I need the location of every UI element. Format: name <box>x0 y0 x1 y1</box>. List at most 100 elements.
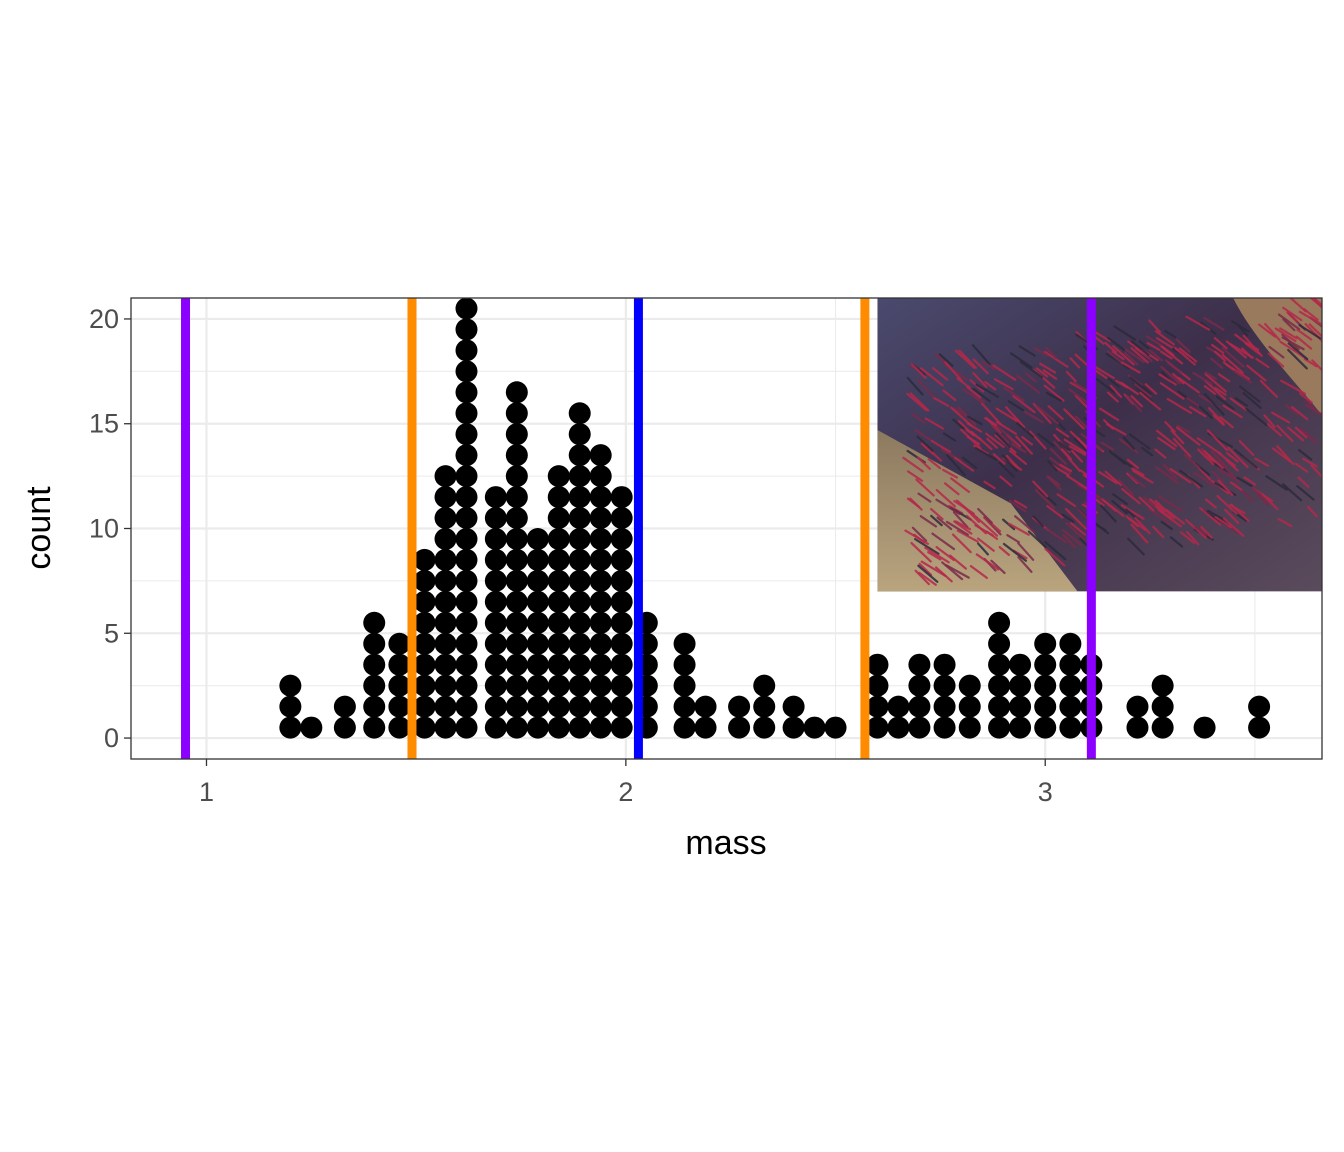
photo-fish-stroke <box>952 511 969 529</box>
photo-fish-stroke <box>949 554 968 570</box>
dot <box>908 653 931 676</box>
dot <box>484 653 507 676</box>
dot <box>484 548 507 571</box>
dot <box>526 674 549 697</box>
dot <box>568 486 591 509</box>
dot <box>1009 695 1032 718</box>
photo-fish-stroke <box>1217 468 1240 483</box>
dot <box>455 674 478 697</box>
photo-fish-stroke <box>1002 542 1027 562</box>
photo-fish-stroke <box>1229 343 1255 359</box>
photo-fish-stroke <box>1298 449 1313 461</box>
dot <box>887 695 910 718</box>
photo-fish-stroke <box>941 468 959 479</box>
photo-fish-stroke <box>1303 308 1319 321</box>
photo-fish-stroke <box>1265 475 1288 491</box>
photo-fish-stroke <box>1179 469 1203 488</box>
photo-fish-stroke <box>935 546 955 562</box>
photo-fish-stroke <box>1005 454 1020 469</box>
photo-fish-stroke <box>906 376 924 396</box>
dot <box>589 674 612 697</box>
photo-fish-stroke <box>1294 426 1308 439</box>
photo-fish-stroke <box>1225 363 1251 381</box>
photo-fish-stroke <box>1200 525 1213 539</box>
photo-fish-stroke <box>970 430 993 451</box>
salmon-photo-icon <box>877 298 1322 592</box>
dot <box>568 611 591 634</box>
photo-fish-stroke <box>1239 385 1261 403</box>
dot <box>547 716 570 739</box>
photo-fish-stroke <box>1158 373 1177 386</box>
photo-fish-stroke <box>911 526 928 542</box>
photo-fish-stroke <box>954 520 972 531</box>
photo-fish-stroke <box>920 442 935 455</box>
photo-fish-stroke <box>965 514 988 535</box>
photo-fish-stroke <box>1113 325 1137 341</box>
photo-fish-stroke <box>919 367 944 387</box>
photo-fish-stroke <box>1216 458 1237 480</box>
photo-fish-stroke <box>1237 325 1249 337</box>
dot <box>526 527 549 550</box>
photo-fish-stroke <box>975 383 999 398</box>
photo-fish-stroke <box>953 500 975 515</box>
photo-fish-stroke <box>918 571 937 586</box>
dot <box>866 695 889 718</box>
dot <box>484 716 507 739</box>
photo-fish-stroke <box>1172 372 1185 385</box>
photo-fish-stroke <box>1258 323 1277 338</box>
photo-fish-stroke <box>1296 328 1313 341</box>
photo-fish-stroke <box>1127 340 1148 356</box>
photo-fish-stroke <box>1117 479 1135 497</box>
photo-fish-stroke <box>911 413 926 424</box>
photo-fish-stroke <box>1095 378 1116 394</box>
photo-fish-stroke <box>1165 508 1186 525</box>
photo-fish-stroke <box>1179 531 1196 544</box>
photo-fish-stroke <box>1286 311 1298 323</box>
photo-fish-stroke <box>981 402 1002 425</box>
dot <box>610 548 633 571</box>
dot <box>933 716 956 739</box>
dot <box>413 695 436 718</box>
photo-fish-stroke <box>1298 324 1322 340</box>
dot <box>673 653 696 676</box>
photo-fish-stroke <box>942 389 957 402</box>
dot <box>455 360 478 383</box>
x-tick-label: 3 <box>1038 777 1053 807</box>
dot <box>505 569 528 592</box>
photo-fish-stroke <box>983 516 1002 533</box>
photo-fish-stroke <box>1065 370 1077 383</box>
photo-fish-stroke <box>938 353 954 368</box>
photo-fish-stroke <box>1254 457 1270 467</box>
dot <box>610 695 633 718</box>
photo-fish-stroke <box>930 514 943 527</box>
dot <box>526 569 549 592</box>
axes: 0 5 10 15 20 1 2 3 <box>89 304 1053 807</box>
dot <box>505 590 528 613</box>
photo-fish-stroke <box>1126 394 1142 413</box>
photo-fish-stroke <box>941 561 964 581</box>
photo-fish-stroke <box>1069 357 1081 369</box>
photo-fish-stroke <box>998 461 1015 478</box>
dot <box>673 695 696 718</box>
photo-fish-stroke <box>1036 432 1055 448</box>
dot <box>753 674 776 697</box>
dot <box>988 716 1011 739</box>
photo-fish-stroke <box>1024 410 1044 424</box>
dot <box>547 527 570 550</box>
dot <box>610 486 633 509</box>
photo-fish-stroke <box>935 488 957 508</box>
photo-fish-stroke <box>1210 450 1228 468</box>
photo-fish-stroke <box>910 541 932 563</box>
photo-fish-stroke <box>931 367 949 381</box>
photo-fish-stroke <box>918 562 933 577</box>
photo-fish-stroke <box>1312 298 1322 307</box>
photo-fish-stroke <box>1154 448 1167 459</box>
photo-fish-stroke <box>1298 392 1313 404</box>
dot <box>568 590 591 613</box>
photo-fish-stroke <box>1215 395 1235 410</box>
dot <box>363 611 386 634</box>
photo-fish-stroke <box>970 392 983 404</box>
dot <box>673 632 696 655</box>
photo-fish-stroke <box>971 344 991 366</box>
dot <box>279 674 302 697</box>
